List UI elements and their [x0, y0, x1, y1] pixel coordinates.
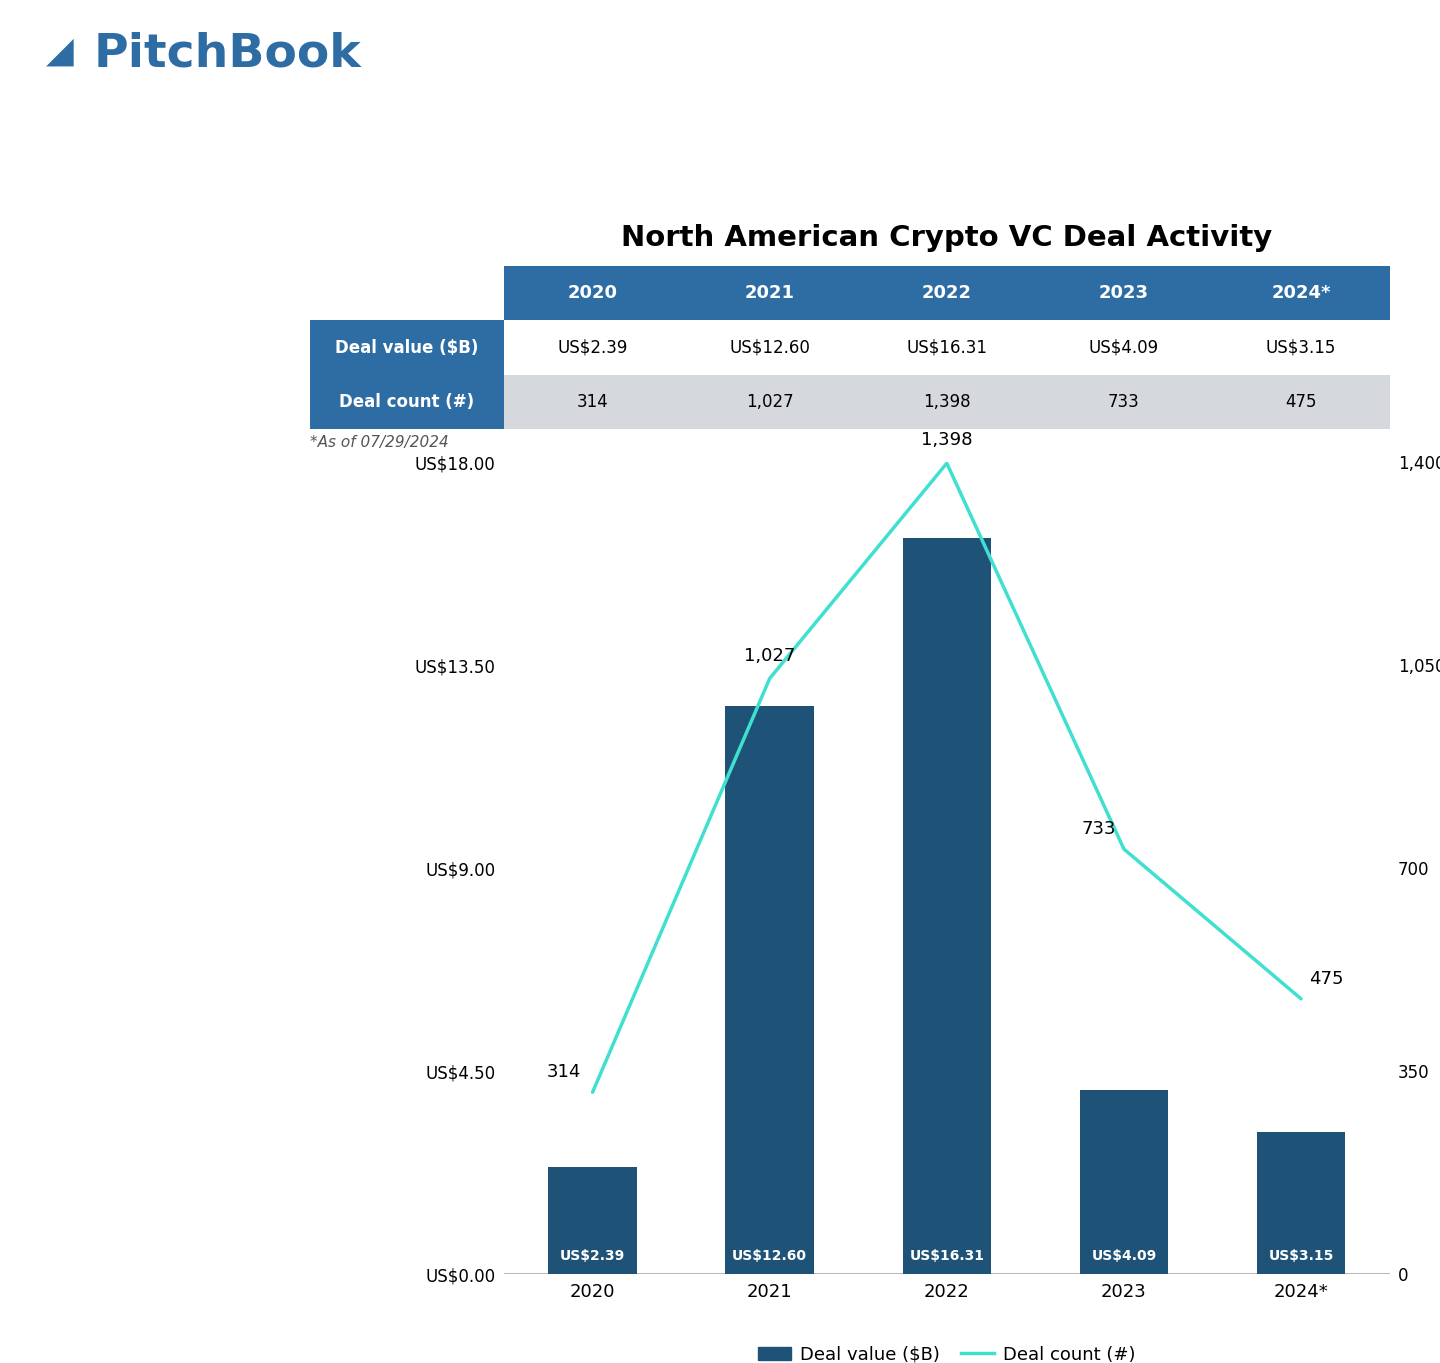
Text: 2022: 2022	[922, 284, 972, 303]
Text: US$4.09: US$4.09	[1089, 338, 1159, 357]
Text: 1,398: 1,398	[923, 393, 971, 412]
Bar	[1080, 1090, 1168, 1274]
Text: US$16.31: US$16.31	[909, 1249, 985, 1264]
Text: 2020: 2020	[567, 284, 618, 303]
Text: Deal count (#): Deal count (#)	[340, 393, 474, 412]
Bar	[1257, 1133, 1345, 1274]
Text: US$3.15: US$3.15	[1269, 1249, 1333, 1264]
Legend: Deal value ($B), Deal count (#): Deal value ($B), Deal count (#)	[752, 1338, 1142, 1363]
Text: 733: 733	[1081, 821, 1116, 838]
Text: 2023: 2023	[1099, 284, 1149, 303]
Text: PitchBook: PitchBook	[94, 31, 361, 76]
Text: 2021: 2021	[744, 284, 795, 303]
Text: North American Crypto VC Deal Activity: North American Crypto VC Deal Activity	[621, 224, 1273, 252]
Text: US$2.39: US$2.39	[560, 1249, 625, 1264]
Text: US$2.39: US$2.39	[557, 338, 628, 357]
Bar	[903, 538, 991, 1274]
Text: 1,027: 1,027	[746, 393, 793, 412]
Text: 2024*: 2024*	[1272, 284, 1331, 303]
Bar	[726, 706, 814, 1274]
Text: *As of 07/29/2024: *As of 07/29/2024	[310, 435, 448, 450]
Text: 314: 314	[547, 1063, 582, 1081]
Text: US$12.60: US$12.60	[729, 338, 811, 357]
Text: US$12.60: US$12.60	[732, 1249, 808, 1264]
Text: 475: 475	[1286, 393, 1316, 412]
Text: ◢: ◢	[46, 34, 73, 68]
Bar	[549, 1167, 636, 1274]
Text: 1,398: 1,398	[922, 431, 972, 450]
Text: Deal value ($B): Deal value ($B)	[336, 338, 478, 357]
Text: 475: 475	[1309, 969, 1344, 988]
Text: 314: 314	[576, 393, 609, 412]
Text: 733: 733	[1107, 393, 1140, 412]
Text: 1,027: 1,027	[744, 646, 795, 665]
Text: US$16.31: US$16.31	[906, 338, 988, 357]
Text: US$4.09: US$4.09	[1092, 1249, 1156, 1264]
Text: US$3.15: US$3.15	[1266, 338, 1336, 357]
